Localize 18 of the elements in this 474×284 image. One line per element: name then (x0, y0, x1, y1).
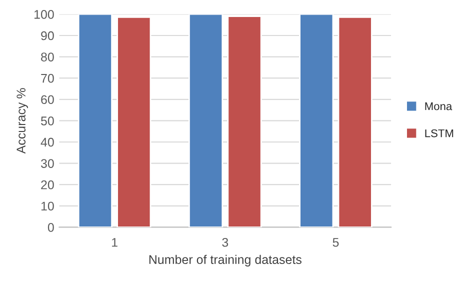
y-tick-label: 40 (40, 138, 54, 147)
y-tick-label: 50 (40, 116, 54, 126)
y-tick-label: 90 (41, 31, 54, 40)
y-tick-label: 60 (41, 95, 54, 104)
y-tick-label: 70 (41, 74, 54, 83)
y-tick-label: 30 (40, 159, 54, 168)
x-tick-label: 5 (332, 238, 339, 247)
y-tick-label: 0 (48, 223, 54, 232)
x-tick-label: 1 (112, 238, 118, 247)
y-tick-label: 100 (34, 10, 54, 19)
legend-label: LSTM (425, 129, 454, 138)
y-tick-label: 10 (41, 202, 54, 211)
legend-label: Mona (425, 102, 452, 110)
y-tick-label: 20 (41, 180, 54, 190)
x-axis-title: Number of training datasets (149, 254, 302, 266)
x-tick-label: 3 (222, 238, 228, 247)
y-tick-label: 80 (41, 52, 54, 62)
y-axis-title: Accuracy % (16, 88, 28, 154)
